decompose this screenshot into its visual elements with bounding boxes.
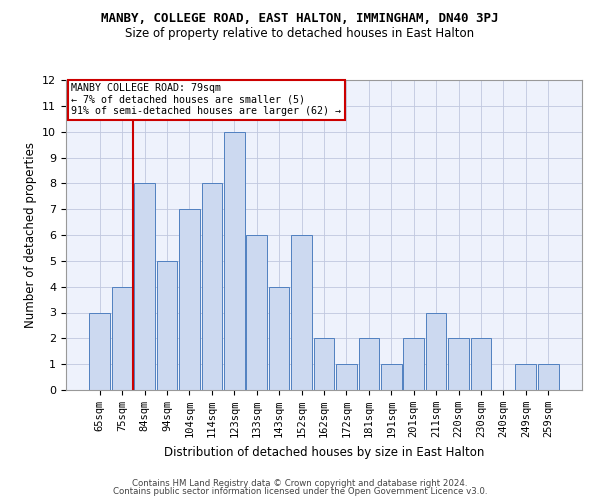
- Bar: [157, 261, 178, 390]
- Bar: [426, 312, 446, 390]
- Bar: [359, 338, 379, 390]
- Bar: [247, 235, 267, 390]
- Text: Size of property relative to detached houses in East Halton: Size of property relative to detached ho…: [125, 28, 475, 40]
- Bar: [291, 235, 312, 390]
- Text: Contains HM Land Registry data © Crown copyright and database right 2024.: Contains HM Land Registry data © Crown c…: [132, 478, 468, 488]
- Bar: [538, 364, 559, 390]
- Text: MANBY, COLLEGE ROAD, EAST HALTON, IMMINGHAM, DN40 3PJ: MANBY, COLLEGE ROAD, EAST HALTON, IMMING…: [101, 12, 499, 26]
- Bar: [179, 209, 200, 390]
- Bar: [314, 338, 334, 390]
- Bar: [381, 364, 401, 390]
- Bar: [336, 364, 357, 390]
- Bar: [112, 286, 133, 390]
- Text: MANBY COLLEGE ROAD: 79sqm
← 7% of detached houses are smaller (5)
91% of semi-de: MANBY COLLEGE ROAD: 79sqm ← 7% of detach…: [71, 83, 341, 116]
- X-axis label: Distribution of detached houses by size in East Halton: Distribution of detached houses by size …: [164, 446, 484, 458]
- Bar: [470, 338, 491, 390]
- Bar: [89, 312, 110, 390]
- Text: Contains public sector information licensed under the Open Government Licence v3: Contains public sector information licen…: [113, 487, 487, 496]
- Bar: [448, 338, 469, 390]
- Bar: [515, 364, 536, 390]
- Y-axis label: Number of detached properties: Number of detached properties: [23, 142, 37, 328]
- Bar: [224, 132, 245, 390]
- Bar: [134, 184, 155, 390]
- Bar: [403, 338, 424, 390]
- Bar: [202, 184, 222, 390]
- Bar: [269, 286, 289, 390]
